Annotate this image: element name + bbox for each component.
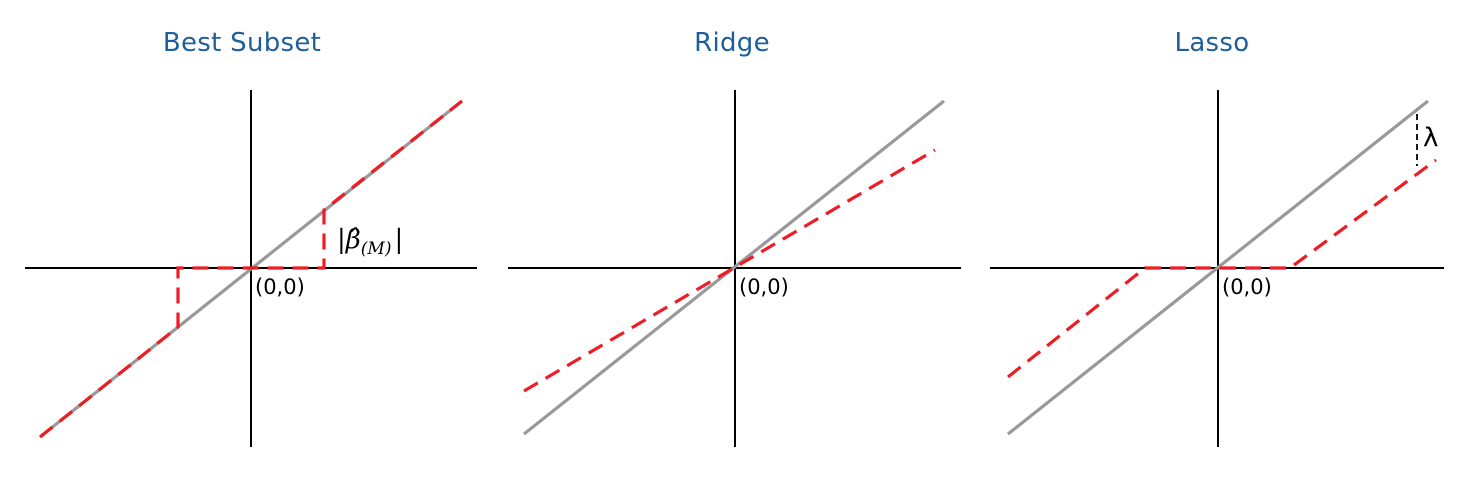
threshold-bar-open: | [337, 225, 346, 255]
shift-label: λ [1423, 123, 1438, 153]
threshold-label: |β̂(M) | [337, 225, 403, 259]
identity-line [1007, 99, 1429, 436]
origin-label: (0,0) [739, 275, 789, 299]
estimator-line [39, 99, 463, 439]
threshold-bar-close: | [394, 225, 403, 255]
panel-lasso: λ (0,0) [990, 90, 1444, 447]
estimator-line [523, 148, 936, 393]
identity-line [523, 99, 945, 436]
threshold-beta: β̂ [345, 225, 361, 255]
panel-title-best-subset: Best Subset [162, 28, 322, 58]
panel-best-subset: (0,0) |β̂(M) | [25, 90, 477, 447]
panel-title-lasso: Lasso [1174, 28, 1250, 58]
origin-label: (0,0) [1222, 275, 1272, 299]
origin-label: (0,0) [255, 275, 305, 299]
estimator-line [1007, 158, 1437, 379]
panel-title-ridge: Ridge [694, 28, 770, 58]
threshold-sub: (M) [361, 239, 392, 259]
panel-ridge: (0,0) [508, 90, 961, 447]
